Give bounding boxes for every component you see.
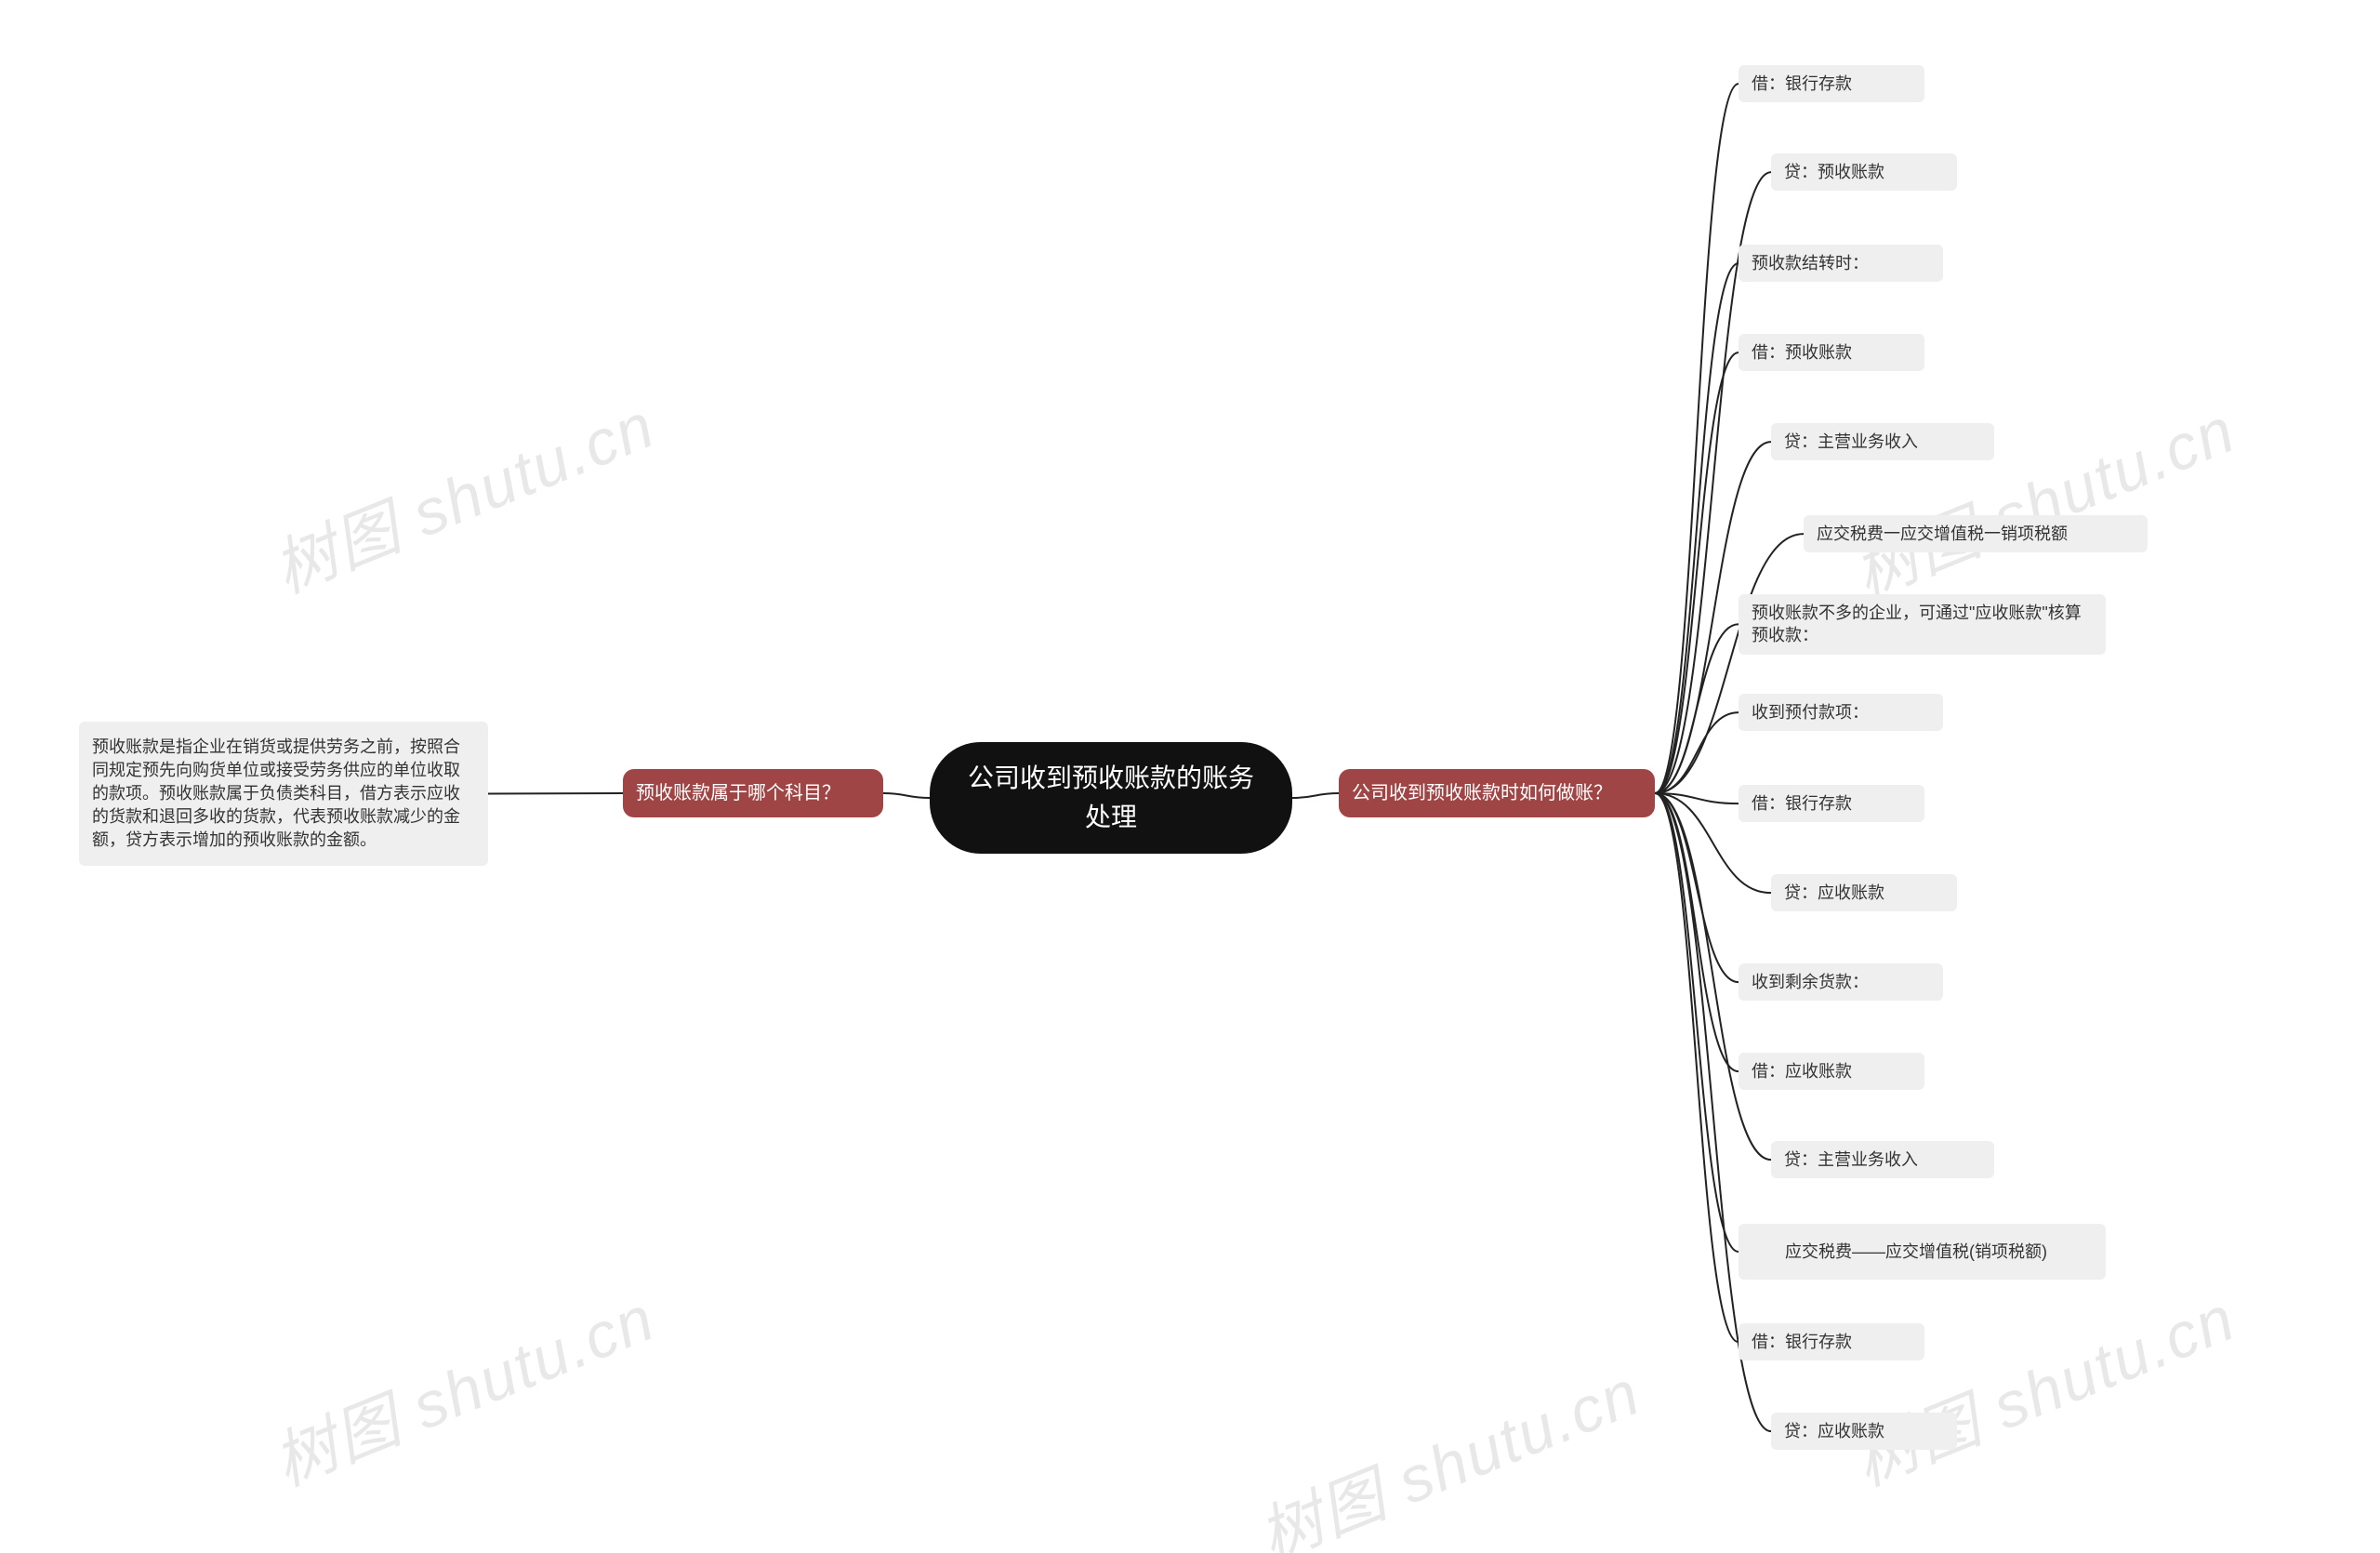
leaf-r2-label: 贷：预收账款 <box>1784 161 1884 183</box>
leaf-r6: 应交税费一应交增值税一销项税额 <box>1804 515 2148 552</box>
leaf-r5-label: 贷：主营业务收入 <box>1784 431 1918 453</box>
leaf-r9: 借：银行存款 <box>1739 785 1924 822</box>
leaf-r6-label: 应交税费一应交增值税一销项税额 <box>1817 523 2068 545</box>
leaf-r7: 预收账款不多的企业，可通过"应收账款"核算预收款： <box>1739 594 2106 655</box>
leaf-r13-label: 贷：主营业务收入 <box>1784 1148 1918 1171</box>
branch-right-label: 公司收到预收账款时如何做账？ <box>1352 781 1612 806</box>
leaf-r1: 借：银行存款 <box>1739 65 1924 102</box>
leaf-r2: 贷：预收账款 <box>1771 153 1957 191</box>
leaf-r15-label: 借：银行存款 <box>1752 1331 1852 1353</box>
leaf-r10: 贷：应收账款 <box>1771 874 1957 911</box>
leaf-r5: 贷：主营业务收入 <box>1771 423 1994 460</box>
branch-right: 公司收到预收账款时如何做账？ <box>1339 769 1655 817</box>
leaf-r1-label: 借：银行存款 <box>1752 73 1852 95</box>
leaf-r3: 预收款结转时： <box>1739 245 1943 282</box>
leaf-r16: 贷：应收账款 <box>1771 1413 1957 1450</box>
leaf-r11-label: 收到剩余货款： <box>1752 971 1869 993</box>
mindmap-root: 公司收到预收账款的账务处理 <box>930 742 1292 854</box>
leaf-r16-label: 贷：应收账款 <box>1784 1420 1884 1442</box>
leaf-r14-label: 应交税费——应交增值税(销项税额) <box>1752 1241 2047 1263</box>
root-label: 公司收到预收账款的账务处理 <box>967 759 1255 837</box>
leaf-r8: 收到预付款项： <box>1739 694 1943 731</box>
leaf-left-1: 预收账款是指企业在销货或提供劳务之前，按照合同规定预先向购货单位或接受劳务供应的… <box>79 722 488 866</box>
leaf-r10-label: 贷：应收账款 <box>1784 882 1884 904</box>
leaf-r15: 借：银行存款 <box>1739 1323 1924 1361</box>
leaf-r14: 应交税费——应交增值税(销项税额) <box>1739 1224 2106 1280</box>
leaf-r12: 借：应收账款 <box>1739 1053 1924 1090</box>
branch-left: 预收账款属于哪个科目？ <box>623 769 883 817</box>
leaf-r4-label: 借：预收账款 <box>1752 341 1852 364</box>
leaf-left-1-label: 预收账款是指企业在销货或提供劳务之前，按照合同规定预先向购货单位或接受劳务供应的… <box>92 736 475 853</box>
leaf-r8-label: 收到预付款项： <box>1752 701 1869 723</box>
leaf-r13: 贷：主营业务收入 <box>1771 1141 1994 1178</box>
leaf-r7-label: 预收账款不多的企业，可通过"应收账款"核算预收款： <box>1752 602 2093 647</box>
leaf-r9-label: 借：银行存款 <box>1752 792 1852 815</box>
leaf-r4: 借：预收账款 <box>1739 334 1924 371</box>
branch-left-label: 预收账款属于哪个科目？ <box>636 781 840 806</box>
leaf-r11: 收到剩余货款： <box>1739 963 1943 1001</box>
leaf-r3-label: 预收款结转时： <box>1752 252 1869 274</box>
leaf-r12-label: 借：应收账款 <box>1752 1060 1852 1082</box>
